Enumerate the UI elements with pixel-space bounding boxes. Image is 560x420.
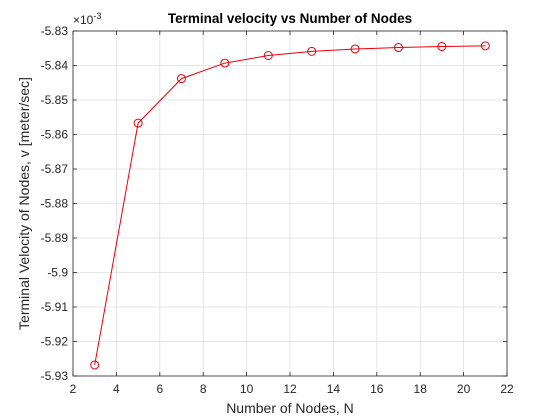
series-layer (90, 41, 490, 370)
data-point (350, 44, 360, 54)
data-point (90, 360, 100, 370)
y-tick-label: -5.85 (41, 93, 69, 107)
exponent-power: -3 (93, 11, 101, 21)
y-tick-label: -5.86 (41, 128, 69, 142)
data-point (133, 118, 143, 128)
x-tick-label: 12 (283, 382, 297, 396)
x-tick-label: 20 (457, 382, 471, 396)
x-tick-label: 22 (500, 382, 514, 396)
y-tick-label: -5.91 (41, 300, 69, 314)
x-tick-label: 6 (156, 382, 163, 396)
tick-labels: 2 4 6 8 10 12 14 16 18 20 22 -5.93 -5.92 -5.91 -5.9 -5.… (41, 24, 514, 396)
y-tick-label: -5.88 (41, 197, 69, 211)
data-point (394, 43, 403, 53)
data-point (220, 58, 230, 68)
x-tick-label: 8 (200, 382, 207, 396)
x-tick-label: 18 (414, 382, 428, 396)
data-point (263, 50, 273, 60)
y-axis-title: Terminal Velocity of Nodes, v [meter/sec… (16, 77, 32, 330)
ticks (72, 30, 508, 377)
y-tick-label: -5.92 (41, 335, 69, 349)
data-point (437, 42, 447, 52)
data-point (177, 74, 186, 84)
x-tick-label: 16 (370, 382, 384, 396)
x-tick-label: 2 (70, 382, 77, 396)
x-tick-label: 14 (327, 382, 341, 396)
y-tick-label: -5.9 (47, 266, 68, 280)
y-tick-label: -5.87 (41, 162, 69, 176)
data-point (307, 46, 317, 56)
x-axis-title: Number of Nodes, N (226, 400, 354, 416)
series-line (94, 45, 486, 366)
y-tick-label: -5.84 (41, 59, 69, 73)
data-point (480, 41, 490, 51)
x-tick-label: 10 (240, 382, 254, 396)
y-tick-label: -5.93 (41, 369, 69, 383)
y-tick-label: -5.83 (41, 24, 69, 38)
x-tick-label: 4 (113, 382, 120, 396)
chart-title: Terminal velocity vs Number of Nodes (168, 11, 412, 26)
y-tick-label: -5.89 (41, 231, 69, 245)
exponent-label: ×10-3 (73, 11, 101, 27)
